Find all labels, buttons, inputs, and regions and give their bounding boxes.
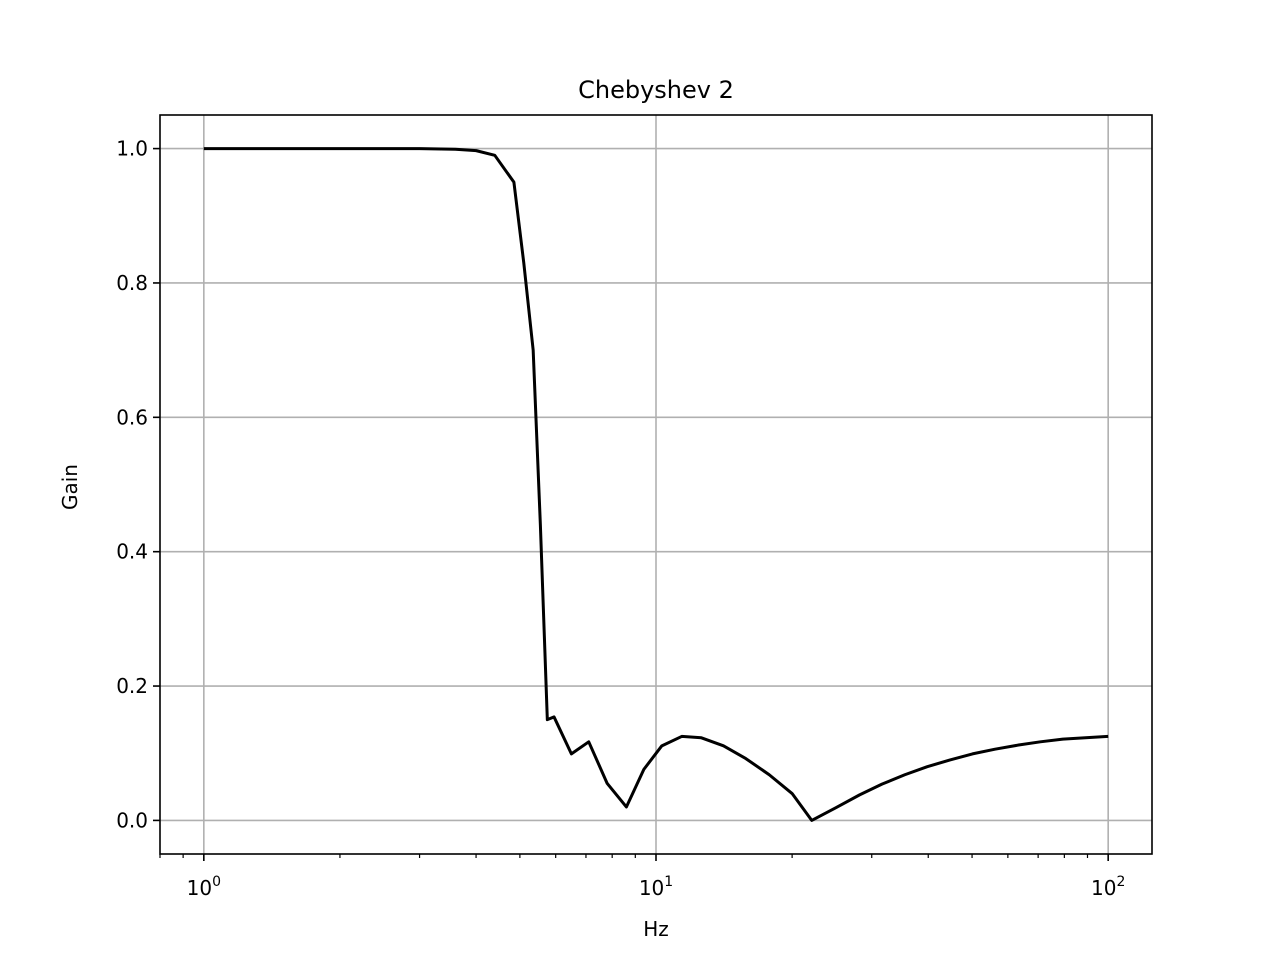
y-tick-label: 0.2 — [116, 674, 148, 698]
x-tick-label: 100 — [187, 874, 221, 900]
y-tick-label: 1.0 — [116, 137, 148, 161]
ticks: 0.0 0.2 0.4 0.6 0.8 1.0 100 101 102 — [116, 137, 1125, 900]
y-tick-label: 0.4 — [116, 540, 148, 564]
series-line — [203, 147, 1109, 822]
y-axis-label: Gain — [58, 464, 82, 510]
chart-title: Chebyshev 2 — [578, 76, 734, 104]
series-layer — [203, 147, 1109, 822]
y-tick-label: 0.6 — [116, 405, 148, 429]
y-tick-label: 0.0 — [116, 808, 148, 832]
grid-lines — [160, 115, 1152, 854]
y-tick-label: 0.8 — [116, 271, 148, 295]
x-tick-label: 101 — [639, 874, 673, 900]
x-tick-label: 102 — [1091, 874, 1125, 900]
x-axis-label: Hz — [643, 917, 669, 941]
